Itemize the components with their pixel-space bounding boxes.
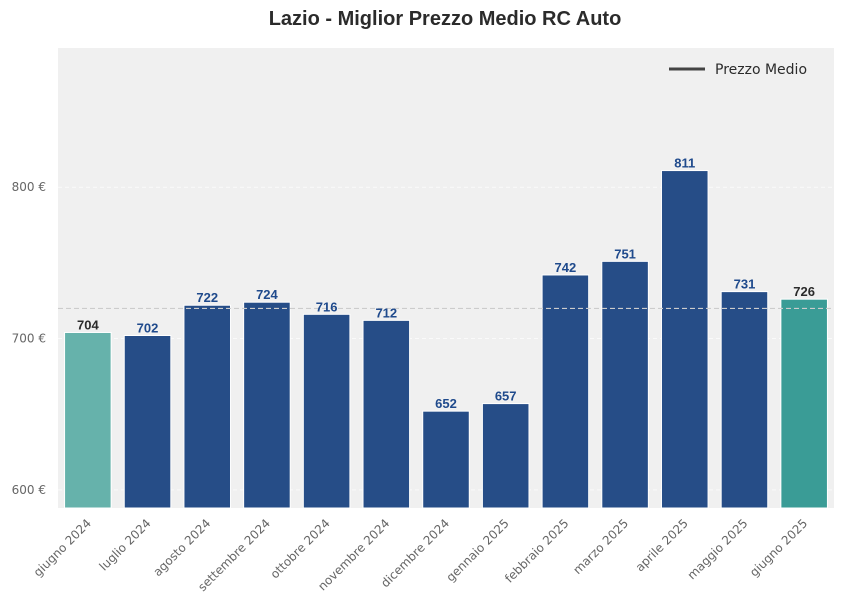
data-label: 742 <box>555 260 577 275</box>
data-label: 731 <box>734 277 756 292</box>
data-label: 712 <box>375 305 397 320</box>
data-label: 657 <box>495 389 517 404</box>
bar <box>362 319 411 509</box>
y-tick-label: 700 € <box>12 332 46 346</box>
bar <box>660 170 709 509</box>
data-label: 724 <box>256 287 278 302</box>
bar <box>541 274 590 509</box>
data-label: 722 <box>196 290 218 305</box>
data-labels: 704 702 722 724 716 712 652 657 742 751 811 731 726 <box>77 156 815 412</box>
bar <box>720 291 769 509</box>
y-tick-label: 600 € <box>12 483 46 497</box>
data-label: 652 <box>435 396 457 411</box>
data-label: 704 <box>77 317 99 332</box>
y-axis: 600 € 700 € 800 € <box>12 180 46 497</box>
bar <box>302 313 351 509</box>
data-label: 716 <box>316 299 338 314</box>
y-tick-label: 800 € <box>12 180 46 194</box>
bar <box>422 410 470 509</box>
data-label: 702 <box>137 321 159 336</box>
bar <box>601 260 649 509</box>
data-label: 726 <box>793 284 815 299</box>
bar <box>780 298 828 509</box>
bar <box>123 335 172 509</box>
data-label: 811 <box>674 156 695 171</box>
legend: Prezzo Medio <box>669 62 807 78</box>
bar <box>481 403 530 509</box>
bars <box>64 170 828 509</box>
bar <box>64 331 112 509</box>
bar <box>243 301 291 509</box>
legend-label: Prezzo Medio <box>715 62 807 78</box>
chart-title: Lazio - Miglior Prezzo Medio RC Auto <box>269 8 622 30</box>
data-label: 751 <box>614 246 636 261</box>
bar <box>183 304 232 509</box>
